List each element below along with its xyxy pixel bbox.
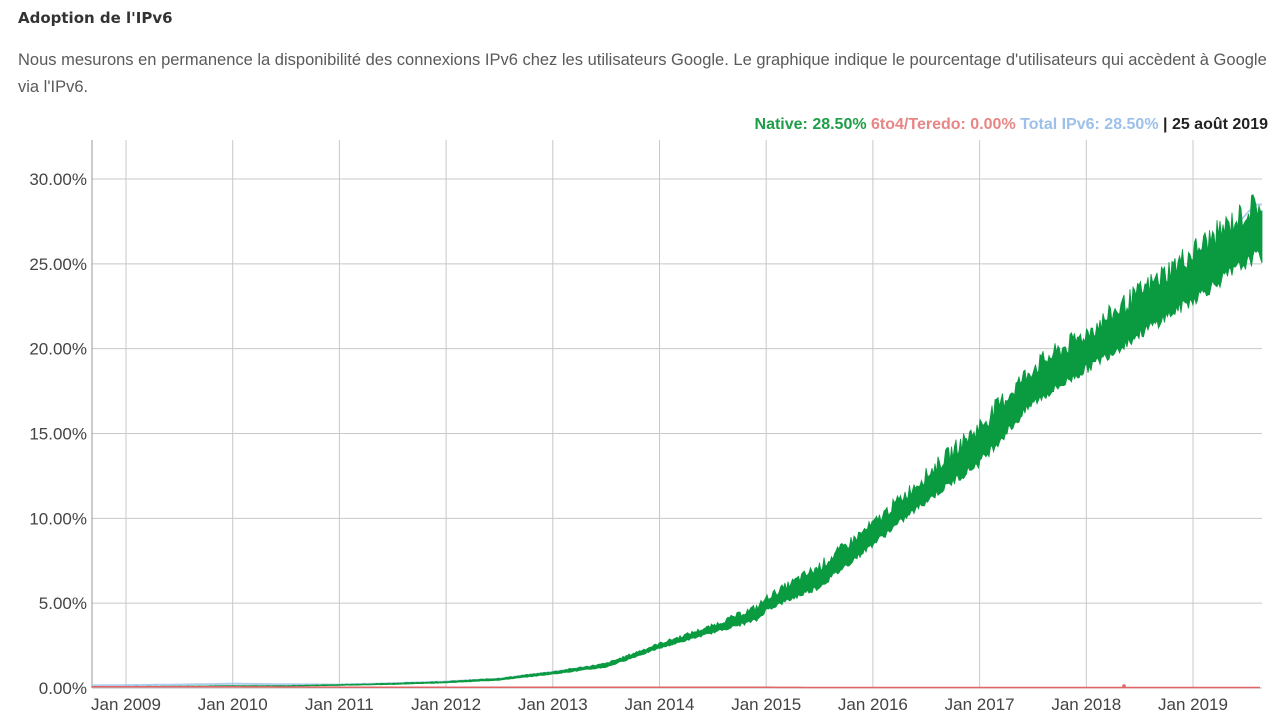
x-tick-label: Jan 2011 [305, 695, 374, 714]
y-tick-label: 10.00% [29, 509, 87, 528]
x-tick-label: Jan 2010 [198, 695, 268, 714]
x-tick-label: Jan 2015 [731, 695, 801, 714]
x-tick-label: Jan 2013 [518, 695, 588, 714]
series-6to4-spike [1122, 684, 1126, 688]
x-tick-label: Jan 2014 [625, 695, 695, 714]
legend-6to4-teredo: 6to4/Teredo: 0.00% [871, 116, 1016, 133]
y-tick-label: 30.00% [29, 170, 87, 189]
x-axis: Jan 2009 Jan 2010 Jan 2011 Jan 2012 Jan 2013… [91, 695, 1228, 714]
page-description: Nous mesurons en permanence la disponibi… [18, 51, 1267, 96]
legend-native: Native: 28.50% [754, 116, 867, 133]
x-tick-label: Jan 2019 [1158, 695, 1228, 714]
y-tick-label: 20.00% [29, 340, 87, 359]
y-tick-label: 15.00% [29, 425, 87, 444]
chart-grid [91, 140, 1262, 689]
y-tick-label: 0.00% [39, 679, 87, 698]
series-6to4-teredo [92, 685, 1260, 689]
x-tick-label: Jan 2009 [91, 695, 161, 714]
series-native [91, 194, 1263, 688]
x-tick-label: Jan 2012 [411, 695, 481, 714]
x-tick-label: Jan 2017 [945, 695, 1015, 714]
x-tick-label: Jan 2016 [838, 695, 908, 714]
legend-date: | 25 août 2019 [1163, 116, 1268, 133]
y-tick-label: 25.00% [29, 255, 87, 274]
chart-legend: Native: 28.50% 6to4/Teredo: 0.00% Total … [755, 116, 1268, 134]
x-tick-label: Jan 2018 [1051, 695, 1121, 714]
legend-total-ipv6: Total IPv6: 28.50% [1020, 116, 1159, 133]
y-axis: 0.00% 5.00% 10.00% 15.00% 20.00% 25.00% 30.00% [29, 170, 87, 698]
y-tick-label: 5.00% [39, 594, 87, 613]
chart-series [91, 194, 1263, 689]
page-title: Adoption de l'IPv6 [18, 9, 173, 27]
